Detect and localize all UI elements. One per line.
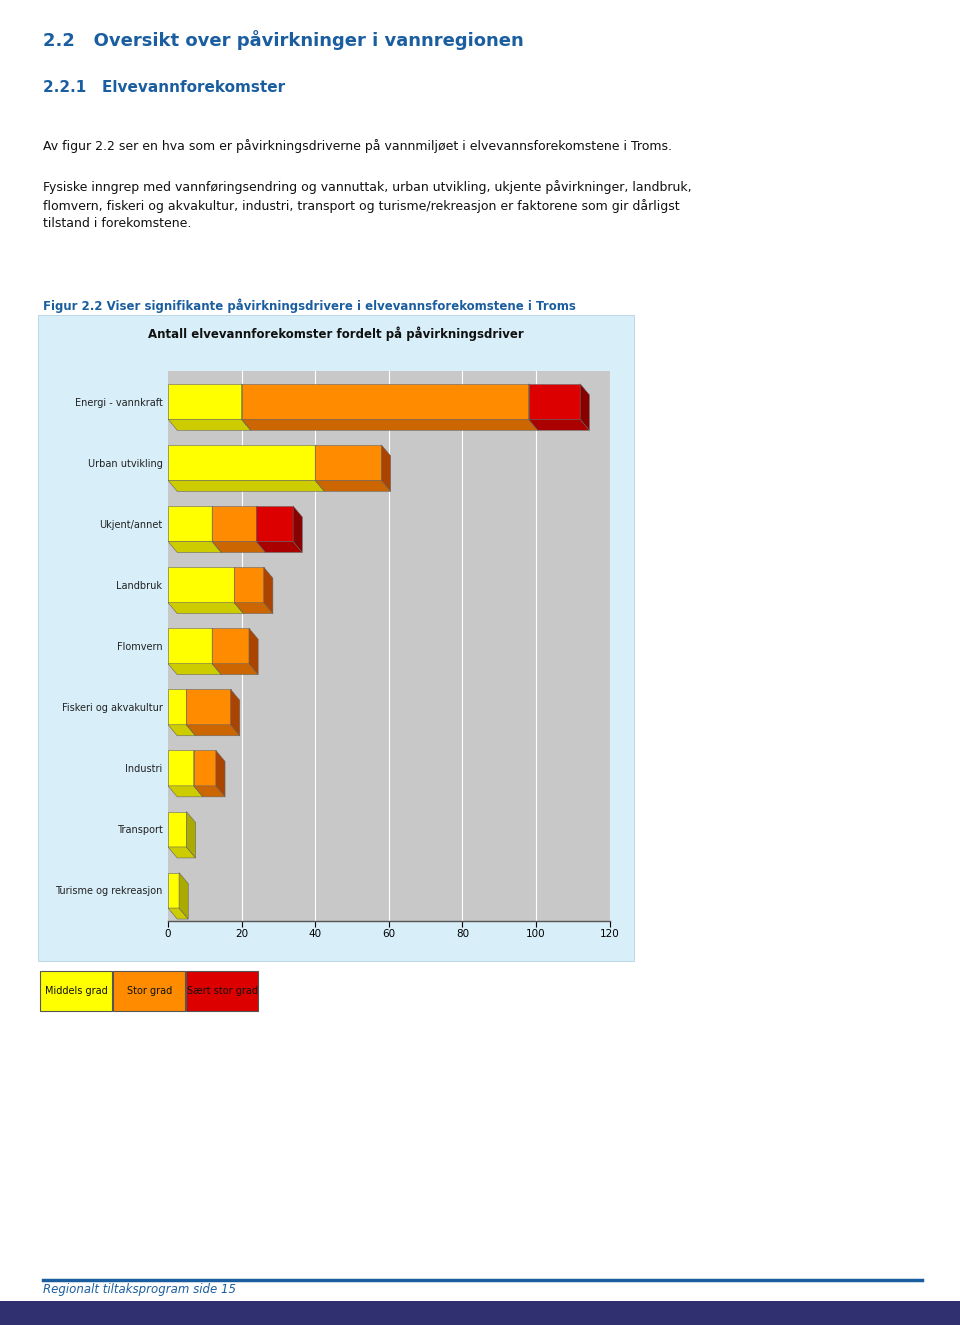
Polygon shape — [230, 689, 240, 735]
Bar — [40, 971, 112, 1011]
Bar — [113, 971, 185, 1011]
Text: Regionalt tiltaksprogram side 15: Regionalt tiltaksprogram side 15 — [43, 1283, 236, 1296]
Text: 2.2.1   Elvevannforekomster: 2.2.1 Elvevannforekomster — [43, 80, 285, 94]
Polygon shape — [168, 603, 244, 613]
Polygon shape — [216, 750, 225, 796]
Bar — [168, 750, 194, 786]
Bar — [186, 971, 258, 1011]
Polygon shape — [242, 419, 538, 431]
Bar — [315, 445, 381, 481]
Polygon shape — [293, 506, 302, 553]
Bar — [168, 689, 186, 725]
Bar — [168, 873, 179, 908]
Polygon shape — [212, 664, 258, 674]
Polygon shape — [234, 567, 244, 613]
Bar — [212, 628, 249, 664]
Polygon shape — [186, 811, 196, 859]
Bar — [168, 384, 242, 419]
Bar — [168, 628, 212, 664]
Polygon shape — [168, 419, 251, 431]
Polygon shape — [194, 750, 203, 796]
Polygon shape — [212, 506, 222, 553]
Bar — [256, 506, 293, 542]
Polygon shape — [168, 481, 324, 492]
Polygon shape — [249, 628, 258, 674]
Polygon shape — [212, 542, 266, 553]
Polygon shape — [315, 445, 324, 492]
Polygon shape — [212, 628, 222, 674]
Polygon shape — [186, 689, 196, 735]
Bar — [168, 811, 186, 847]
Polygon shape — [168, 786, 203, 796]
Polygon shape — [168, 908, 188, 920]
Polygon shape — [256, 542, 302, 553]
Text: Sært stor grad: Sært stor grad — [187, 986, 257, 996]
Polygon shape — [242, 384, 251, 431]
Text: Antall elvevannforekomster fordelt på påvirkningsdriver: Antall elvevannforekomster fordelt på på… — [148, 326, 524, 341]
Text: 2.2   Oversikt over påvirkninger i vannregionen: 2.2 Oversikt over påvirkninger i vannreg… — [43, 30, 524, 50]
Polygon shape — [529, 384, 538, 431]
Polygon shape — [264, 567, 273, 613]
Bar — [194, 750, 216, 786]
Polygon shape — [580, 384, 589, 431]
Polygon shape — [194, 786, 225, 796]
Text: Stor grad: Stor grad — [127, 986, 172, 996]
Bar — [38, 315, 634, 961]
Polygon shape — [168, 542, 222, 553]
Polygon shape — [179, 873, 188, 920]
Polygon shape — [315, 481, 391, 492]
Polygon shape — [168, 725, 196, 735]
Bar — [168, 567, 234, 603]
Polygon shape — [256, 506, 266, 553]
Bar — [0, 1301, 960, 1325]
Text: Figur 2.2 Viser signifikante påvirkningsdrivere i elvevannsforekomstene i Troms: Figur 2.2 Viser signifikante påvirknings… — [43, 298, 576, 313]
Bar — [212, 506, 256, 542]
Bar — [242, 384, 529, 419]
Polygon shape — [381, 445, 391, 492]
Bar — [234, 567, 264, 603]
Bar — [186, 689, 230, 725]
Polygon shape — [234, 603, 273, 613]
Text: Middels grad: Middels grad — [45, 986, 108, 996]
Text: Fysiske inngrep med vannføringsendring og vannuttak, urban utvikling, ukjente på: Fysiske inngrep med vannføringsendring o… — [43, 180, 692, 229]
Polygon shape — [168, 664, 222, 674]
Polygon shape — [186, 725, 240, 735]
Bar — [529, 384, 580, 419]
Bar — [168, 445, 315, 481]
Bar — [168, 506, 212, 542]
Polygon shape — [529, 419, 589, 431]
Polygon shape — [168, 847, 196, 859]
Text: Av figur 2.2 ser en hva som er påvirkningsdriverne på vannmiljøet i elvevannsfor: Av figur 2.2 ser en hva som er påvirknin… — [43, 139, 672, 154]
